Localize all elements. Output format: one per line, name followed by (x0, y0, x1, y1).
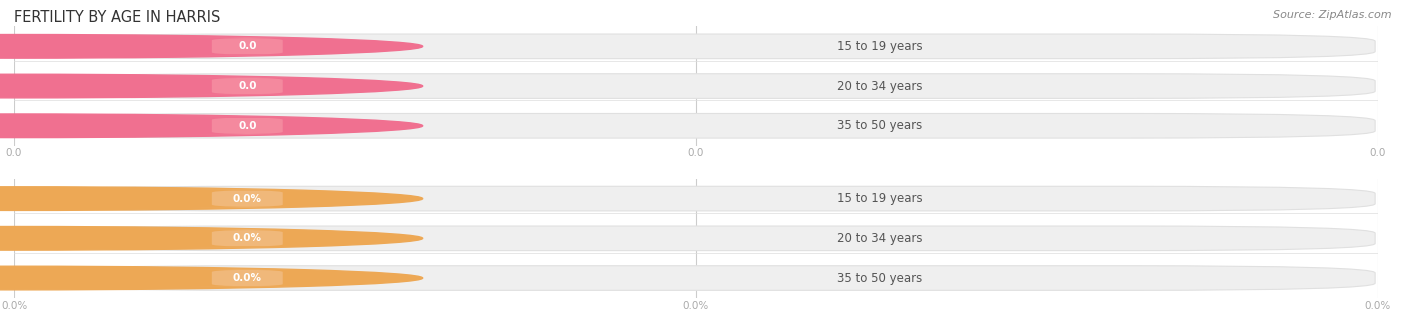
FancyBboxPatch shape (187, 269, 308, 287)
Text: 35 to 50 years: 35 to 50 years (837, 271, 922, 285)
Text: 15 to 19 years: 15 to 19 years (837, 192, 922, 205)
FancyBboxPatch shape (17, 186, 1375, 211)
FancyBboxPatch shape (17, 74, 1375, 98)
Text: 0.0: 0.0 (238, 81, 256, 91)
Text: 0.0%: 0.0% (233, 273, 262, 283)
FancyBboxPatch shape (187, 77, 308, 95)
Text: 35 to 50 years: 35 to 50 years (837, 119, 922, 132)
Text: 0.0: 0.0 (238, 121, 256, 131)
FancyBboxPatch shape (17, 114, 1375, 138)
Text: 20 to 34 years: 20 to 34 years (837, 79, 922, 93)
Text: Source: ZipAtlas.com: Source: ZipAtlas.com (1274, 10, 1392, 20)
Circle shape (0, 114, 423, 138)
FancyBboxPatch shape (187, 117, 308, 135)
Text: 15 to 19 years: 15 to 19 years (837, 40, 922, 53)
Circle shape (0, 226, 423, 250)
FancyBboxPatch shape (187, 190, 308, 208)
Text: 0.0%: 0.0% (233, 233, 262, 243)
Text: FERTILITY BY AGE IN HARRIS: FERTILITY BY AGE IN HARRIS (14, 10, 221, 25)
FancyBboxPatch shape (17, 226, 1375, 251)
Circle shape (0, 187, 423, 211)
Circle shape (0, 74, 423, 98)
FancyBboxPatch shape (187, 37, 308, 55)
Text: 0.0%: 0.0% (233, 194, 262, 204)
Circle shape (0, 266, 423, 290)
FancyBboxPatch shape (17, 266, 1375, 290)
FancyBboxPatch shape (187, 229, 308, 247)
Circle shape (0, 34, 423, 58)
Text: 0.0: 0.0 (238, 41, 256, 51)
FancyBboxPatch shape (17, 34, 1375, 59)
Text: 20 to 34 years: 20 to 34 years (837, 232, 922, 245)
